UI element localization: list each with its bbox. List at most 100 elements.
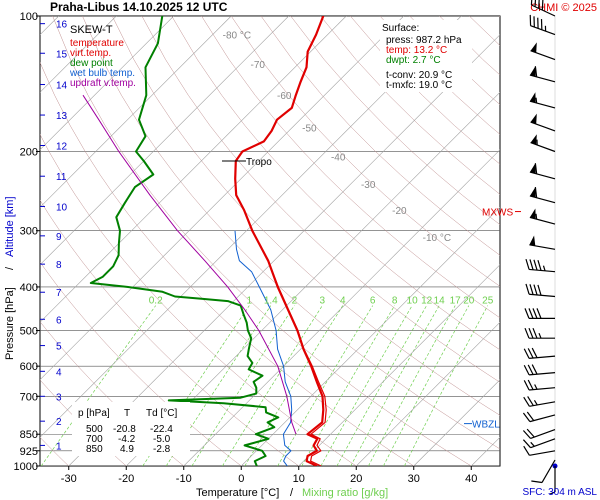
km-tick-label: 2 (56, 417, 62, 428)
dry-adiabat-60 (111, 16, 500, 416)
wind-barb (522, 411, 556, 423)
barb-flag (527, 396, 534, 406)
barb-staff (529, 171, 556, 180)
mixing-line-1 (142, 305, 250, 466)
wind-barb (523, 396, 556, 407)
barb-flag (522, 412, 531, 422)
barb-staff (529, 387, 556, 391)
isotherm-labels: -80 °C -70 -60 -50 -40 -30 -20 -10 °C (223, 31, 451, 244)
wind-barb (525, 283, 556, 298)
wind-barb (529, 187, 556, 204)
mixing-ratio-label: 12 (421, 296, 433, 307)
table-header-td: Td [°C] (146, 408, 177, 419)
tropopause-label: Tropo (246, 157, 272, 168)
wind-barb (530, 0, 556, 17)
series-virt-temp- (251, 230, 327, 466)
isotherm--90 (40, 16, 174, 151)
isotherm-label: -80 °C (223, 31, 251, 42)
barb-flag (533, 16, 535, 28)
dry-adiabat-0 (40, 261, 242, 466)
p-tick-label: 500 (20, 326, 38, 338)
km-tick-label: 1 (56, 441, 62, 452)
barb-staff (530, 438, 556, 449)
table-row-2-td: -2.8 (153, 444, 171, 455)
dry-adiabat-30 (40, 61, 414, 466)
mixing-line-6 (277, 305, 373, 466)
table-row-1-td: -5.0 (153, 434, 171, 445)
dry-adiabat-70 (141, 16, 500, 383)
barb-flag (525, 283, 530, 295)
barb-staff (529, 401, 556, 407)
x-tick-label: 30 (408, 473, 420, 485)
mixing-line-3 (191, 305, 295, 466)
barb-half (542, 265, 546, 272)
barb-staff (529, 100, 556, 109)
mixing-line-12 (383, 305, 470, 466)
isotherm--70 (40, 16, 289, 266)
barb-staff (529, 293, 556, 298)
x-tick-label: 10 (293, 473, 305, 485)
km-tick-label: 6 (56, 315, 62, 326)
barb-flag (527, 348, 534, 359)
barb-staff (530, 429, 556, 440)
barb-flag (522, 439, 532, 449)
barb-staff (529, 216, 556, 225)
km-tick-label: 8 (56, 260, 62, 271)
km-tick-label: 9 (56, 232, 62, 243)
barb-flag (528, 327, 534, 339)
dry-adiabat-120 (290, 16, 500, 225)
mixing-line-8 (320, 305, 413, 466)
barb-flag (537, 284, 542, 296)
barb-pennant (529, 187, 536, 198)
table-row-1-t: -4.2 (118, 434, 136, 445)
mixing-ratio-label: 20 (463, 296, 475, 307)
mixing-line-2 (165, 305, 272, 466)
barb-staff (529, 244, 556, 250)
dry-adiabat-190 (498, 16, 500, 18)
legend-entry: updraft v.temp. (70, 78, 136, 89)
mixing-line-4 (222, 305, 323, 466)
mixing-ratio-label: 8 (392, 296, 398, 307)
mixing-ratio-label: 1 (247, 296, 253, 307)
p-tick-label: 700 (20, 391, 38, 403)
barb-flag (530, 0, 533, 6)
x-tick-label: -10 (176, 473, 192, 485)
mixing-ratio-label: 6 (370, 296, 376, 307)
pressure-ticks: 100 200 300 400 500 600 700 850 925 1000 (14, 11, 40, 473)
table-row-0-t: -20.8 (113, 424, 136, 435)
table-row-0-td: -22.4 (150, 424, 173, 435)
barb-flag (540, 19, 543, 30)
legend-entry: dew point (70, 58, 113, 69)
barb-flag (529, 14, 532, 26)
series-wet-bulb-temp- (234, 230, 293, 466)
x-tick-label: 0 (238, 473, 244, 485)
legend-entry: wet bulb temp. (69, 68, 135, 79)
barb-flag (537, 259, 542, 271)
barb-staff (529, 414, 556, 423)
barb-staff (531, 4, 556, 17)
barb-flag (523, 380, 530, 391)
mxws-label: MXWS (482, 208, 513, 219)
barb-half (533, 400, 538, 406)
mixing-ratio-label: 0.2 (149, 296, 163, 307)
annotations: Tropo MXWS WBZL (222, 157, 521, 431)
barb-staff (529, 355, 556, 359)
sfc-altitude-label: SFC: 304 m ASL (523, 487, 598, 498)
dry-adiabat-110 (260, 16, 500, 256)
wind-barb (529, 235, 556, 250)
barb-flag (538, 0, 540, 9)
barb-staff (541, 459, 556, 483)
barb-flag (526, 428, 535, 438)
p-tick-label: 850 (20, 429, 38, 441)
surface-dwpt: dwpt: 2.7 °C (386, 55, 441, 66)
mixing-ratio-label: 14 (434, 296, 446, 307)
isotherm-label: -20 (392, 206, 407, 217)
km-tick-label: 15 (56, 49, 68, 60)
barb-flag (534, 163, 538, 174)
temperature-ticks: -30 -20 -10 0 10 20 30 40 (61, 466, 477, 485)
isotherm--60 (40, 16, 347, 323)
barb-flag (529, 259, 534, 270)
barb-pennant (529, 235, 536, 246)
